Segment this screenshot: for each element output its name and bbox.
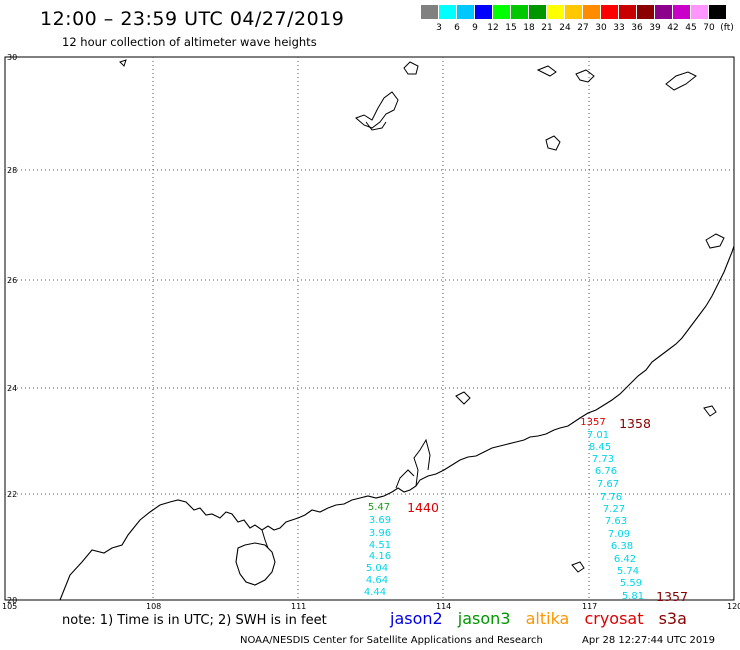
- track-west-value: 4.44: [363, 587, 387, 598]
- scale-swatch: [457, 5, 474, 19]
- track-east-value: 7.01: [586, 430, 610, 441]
- scale-label: 9: [472, 23, 478, 33]
- legend-s3a: s3a: [658, 609, 687, 628]
- hainan-island: [235, 542, 276, 586]
- scale-swatch: [439, 5, 456, 19]
- scale-label: 6: [454, 23, 460, 33]
- legend-jason3: jason3: [457, 609, 511, 628]
- scale-label: 3: [436, 23, 442, 33]
- scale-label: 18: [523, 23, 535, 33]
- scale-label: 42: [667, 23, 679, 33]
- track-west-value: 4.51: [368, 540, 392, 551]
- track-east-time-dark: 1358: [619, 416, 651, 431]
- lat-label-20: 20: [7, 596, 17, 605]
- lat-label-30: 30: [7, 53, 17, 62]
- scale-swatch: [529, 5, 546, 19]
- scale-swatch: [493, 5, 510, 19]
- lon-label-117: 117: [582, 602, 597, 611]
- track-east-time-dark-bottom: 1357: [656, 589, 688, 604]
- scale-label: 24: [559, 23, 571, 33]
- track-east-value: 7.73: [591, 454, 615, 465]
- scale-label: 15: [505, 23, 517, 33]
- lon-label-120: 120: [727, 602, 740, 611]
- lat-label-26: 26: [7, 276, 17, 285]
- scale-swatch: [709, 5, 726, 19]
- track-east-value: 5.74: [616, 566, 640, 577]
- track-east-value: 7.27: [602, 504, 626, 515]
- scale-swatch: [655, 5, 672, 19]
- scale-swatch: [421, 5, 438, 19]
- track-west-value: 3.96: [368, 528, 392, 539]
- lon-label-114: 114: [436, 602, 451, 611]
- track-west-time-red: 1440: [407, 500, 439, 515]
- lon-label-111: 111: [291, 602, 306, 611]
- scale-swatch: [547, 5, 564, 19]
- lon-label-105: 105: [2, 602, 17, 611]
- scale-swatch: [637, 5, 654, 19]
- track-east-value: 7.09: [607, 529, 631, 540]
- satellite-legend: jason2 jason3 altika cryosat s3a: [390, 609, 697, 628]
- scale-label: 36: [631, 23, 643, 33]
- map-frame: [4, 56, 735, 601]
- scale-swatch: [565, 5, 582, 19]
- scale-label: 33: [613, 23, 625, 33]
- track-east-value: 8.45: [588, 442, 612, 453]
- scale-label: 30: [595, 23, 607, 33]
- track-west-value: 5.04: [365, 563, 389, 574]
- scale-swatch: [511, 5, 528, 19]
- units-note: note: 1) Time is in UTC; 2) SWH is in fe…: [62, 613, 327, 628]
- scale-swatch: [583, 5, 600, 19]
- scale-label: 70: [703, 23, 715, 33]
- page-title: 12:00 – 23:59 UTC 04/27/2019: [40, 8, 345, 30]
- lon-label-108: 108: [146, 602, 161, 611]
- track-east-value: 6.42: [613, 554, 637, 565]
- legend-cryosat: cryosat: [584, 609, 644, 628]
- page-subtitle: 12 hour collection of altimeter wave hei…: [62, 35, 317, 49]
- lat-label-24: 24: [7, 384, 17, 393]
- footer-credit: NOAA/NESDIS Center for Satellite Applica…: [240, 635, 543, 646]
- scale-swatch: [691, 5, 708, 19]
- scale-label: 12: [487, 23, 499, 33]
- scale-label: 39: [649, 23, 661, 33]
- scale-swatch: [601, 5, 618, 19]
- track-east-time-red: 1357: [580, 417, 606, 428]
- scale-label: 45: [685, 23, 697, 33]
- scale-swatch: [619, 5, 636, 19]
- track-east-value: 5.81: [621, 591, 645, 602]
- scale-label: 27: [577, 23, 589, 33]
- lat-label-28: 28: [7, 166, 17, 175]
- track-east-value: 6.76: [594, 466, 618, 477]
- legend-altika: altika: [525, 609, 570, 628]
- footer-timestamp: Apr 28 12:27:44 UTC 2019: [582, 635, 715, 646]
- lat-label-22: 22: [7, 490, 17, 499]
- scale-label: 21: [541, 23, 553, 33]
- scale-label: (ft): [720, 23, 734, 33]
- track-west-value: 4.64: [365, 575, 389, 586]
- scale-swatch: [673, 5, 690, 19]
- track-east-value: 6.38: [610, 541, 634, 552]
- track-west-value: 4.16: [368, 551, 392, 562]
- track-east-value: 7.76: [599, 492, 623, 503]
- track-west-value: 3.69: [368, 515, 392, 526]
- scale-swatch: [475, 5, 492, 19]
- track-east-value: 7.67: [596, 479, 620, 490]
- track-east-value: 5.59: [619, 578, 643, 589]
- track-east-value: 7.63: [604, 516, 628, 527]
- legend-jason2: jason2: [390, 609, 443, 628]
- track-west-time-green: 5.47: [367, 502, 391, 513]
